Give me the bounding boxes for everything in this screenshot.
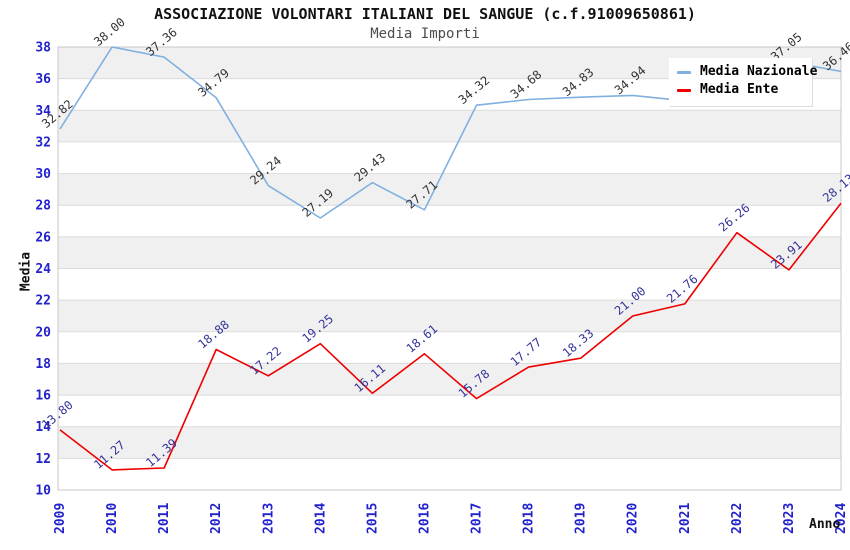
y-tick-label: 32 (35, 135, 51, 150)
x-tick-label: 2014 (313, 503, 328, 534)
x-tick-label: 2013 (261, 503, 276, 534)
series-line-media-ente (59, 202, 842, 471)
x-tick-label: 2024 (834, 503, 849, 534)
legend-box: Media Nazionale Media Ente (669, 58, 817, 106)
x-tick-label: 2019 (574, 503, 589, 534)
data-label: 26.26 (716, 201, 753, 235)
y-tick-label: 34 (35, 104, 51, 119)
x-tick-label: 2016 (417, 503, 432, 534)
y-tick-label: 14 (35, 420, 51, 435)
y-tick-label: 22 (35, 294, 51, 309)
band (58, 300, 841, 332)
x-axis-tick-labels: 2009 2010 2011 2012 2013 2014 2015 2016 2017 2018… (53, 503, 849, 534)
x-tick-label: 2015 (365, 503, 380, 534)
background-bands (58, 47, 841, 459)
band (58, 110, 841, 142)
x-tick-label: 2012 (209, 503, 224, 534)
x-tick-label: 2020 (626, 503, 641, 534)
plot-border (57, 46, 842, 491)
y-tick-label: 30 (35, 167, 51, 182)
x-tick-label: 2022 (730, 503, 745, 534)
y-tick-label: 26 (35, 230, 51, 245)
legend-item-media-ente: Media Ente (677, 82, 812, 98)
y-tick-label: 10 (35, 484, 51, 499)
x-tick-label: 2021 (678, 503, 693, 534)
y-tick-label: 16 (35, 389, 51, 404)
x-axis-title: Anno (809, 517, 841, 532)
legend-item-media-nazionale: Media Nazionale (677, 64, 817, 80)
y-tick-label: 24 (35, 262, 51, 277)
legend-label: Media Nazionale (700, 64, 818, 79)
y-tick-label: 20 (35, 325, 51, 340)
y-tick-label: 12 (35, 452, 51, 467)
y-tick-label: 36 (35, 72, 51, 87)
x-tick-label: 2010 (105, 503, 120, 534)
x-tick-label: 2018 (522, 503, 537, 534)
band (58, 363, 841, 396)
band (58, 236, 841, 269)
x-tick-label: 2023 (782, 503, 797, 534)
x-tick-label: 2011 (157, 503, 172, 534)
y-tick-label: 28 (35, 199, 51, 214)
chart-subtitle: Media Importi (370, 26, 480, 42)
band (58, 426, 841, 459)
y-tick-label: 38 (35, 41, 51, 56)
y-axis-tick-labels: 10 12 14 16 18 20 22 24 26 28 30 32 34 36 38 (35, 41, 51, 499)
x-tick-label: 2009 (53, 503, 68, 534)
legend-label: Media Ente (700, 82, 779, 97)
x-tick-label: 2017 (470, 503, 485, 534)
y-tick-label: 18 (35, 357, 51, 372)
line-marker-icon (677, 70, 691, 74)
chart-title: ASSOCIAZIONE VOLONTARI ITALIANI DEL SANG… (154, 5, 696, 23)
line-marker-icon (677, 88, 691, 92)
data-label: 38.00 (91, 15, 128, 49)
plot-border-rect (57, 46, 842, 491)
band (58, 173, 841, 206)
y-axis-title: Media (18, 251, 34, 292)
